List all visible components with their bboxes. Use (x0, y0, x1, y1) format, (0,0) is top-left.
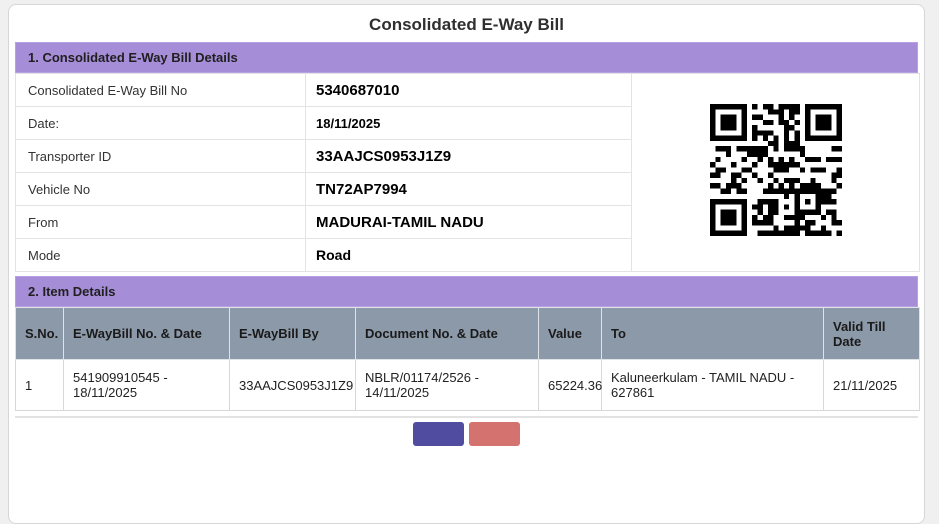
primary-action-button[interactable] (413, 422, 464, 446)
eway-bill-card: Consolidated E-Way Bill 1. Consolidated … (8, 4, 925, 524)
page-title: Consolidated E-Way Bill (369, 15, 564, 34)
detail-value-consolidated-ewb-no: 5340687010 (305, 73, 632, 107)
column-header-to: To (601, 307, 824, 360)
detail-label-mode: Mode (15, 238, 306, 272)
secondary-action-button[interactable] (469, 422, 520, 446)
item-cell-document-no-date: NBLR/01174/2526 - 14/11/2025 (355, 359, 539, 411)
table-row: Consolidated E-Way Bill No 5340687010 (15, 73, 920, 272)
item-cell-sno: 1 (15, 359, 64, 411)
item-cell-valid-till-date: 21/11/2025 (823, 359, 920, 411)
column-header-ewaybill-by: E-WayBill By (229, 307, 356, 360)
detail-value-vehicle-no: TN72AP7994 (305, 172, 632, 206)
detail-label-transporter-id: Transporter ID (15, 139, 306, 173)
detail-value-from: MADURAI-TAMIL NADU (305, 205, 632, 239)
items-header-row: S.No. E-WayBill No. & Date E-WayBill By … (15, 307, 920, 360)
footer-divider (15, 416, 918, 418)
item-cell-to: Kaluneerkulam - TAMIL NADU - 627861 (601, 359, 824, 411)
table-row: Date: 18/11/2025 (15, 106, 920, 140)
column-header-document-no-date: Document No. & Date (355, 307, 539, 360)
item-cell-value: 65224.36 (538, 359, 602, 411)
detail-value-date: 18/11/2025 (305, 106, 632, 140)
items-table: S.No. E-WayBill No. & Date E-WayBill By … (15, 307, 920, 411)
column-header-value: Value (538, 307, 602, 360)
item-cell-ewaybill-no-date: 541909910545 - 18/11/2025 (63, 359, 230, 411)
footer-button-row (15, 418, 918, 446)
section-heading-details: 1. Consolidated E-Way Bill Details (15, 42, 918, 73)
table-row: 1 541909910545 - 18/11/2025 33AAJCS0953J… (15, 359, 920, 411)
qr-code (709, 104, 842, 236)
details-table: Consolidated E-Way Bill No 5340687010 Da… (15, 73, 920, 272)
table-row: Vehicle No TN72AP7994 (15, 172, 920, 206)
detail-value-transporter-id: 33AAJCS0953J1Z9 (305, 139, 632, 173)
table-row: Transporter ID 33AAJCS0953J1Z9 (15, 139, 920, 173)
section-heading-items: 2. Item Details (15, 276, 918, 307)
detail-label-date: Date: (15, 106, 306, 140)
table-row: From MADURAI-TAMIL NADU (15, 205, 920, 239)
detail-value-mode: Road (305, 238, 632, 272)
table-row: Mode Road (15, 238, 920, 272)
detail-label-vehicle-no: Vehicle No (15, 172, 306, 206)
qr-cell (631, 73, 920, 272)
detail-label-consolidated-ewb-no: Consolidated E-Way Bill No (15, 73, 306, 107)
item-cell-ewaybill-by: 33AAJCS0953J1Z9 (229, 359, 356, 411)
detail-label-from: From (15, 205, 306, 239)
column-header-valid-till-date: Valid Till Date (823, 307, 920, 360)
column-header-ewaybill-no-date: E-WayBill No. & Date (63, 307, 230, 360)
column-header-sno: S.No. (15, 307, 64, 360)
